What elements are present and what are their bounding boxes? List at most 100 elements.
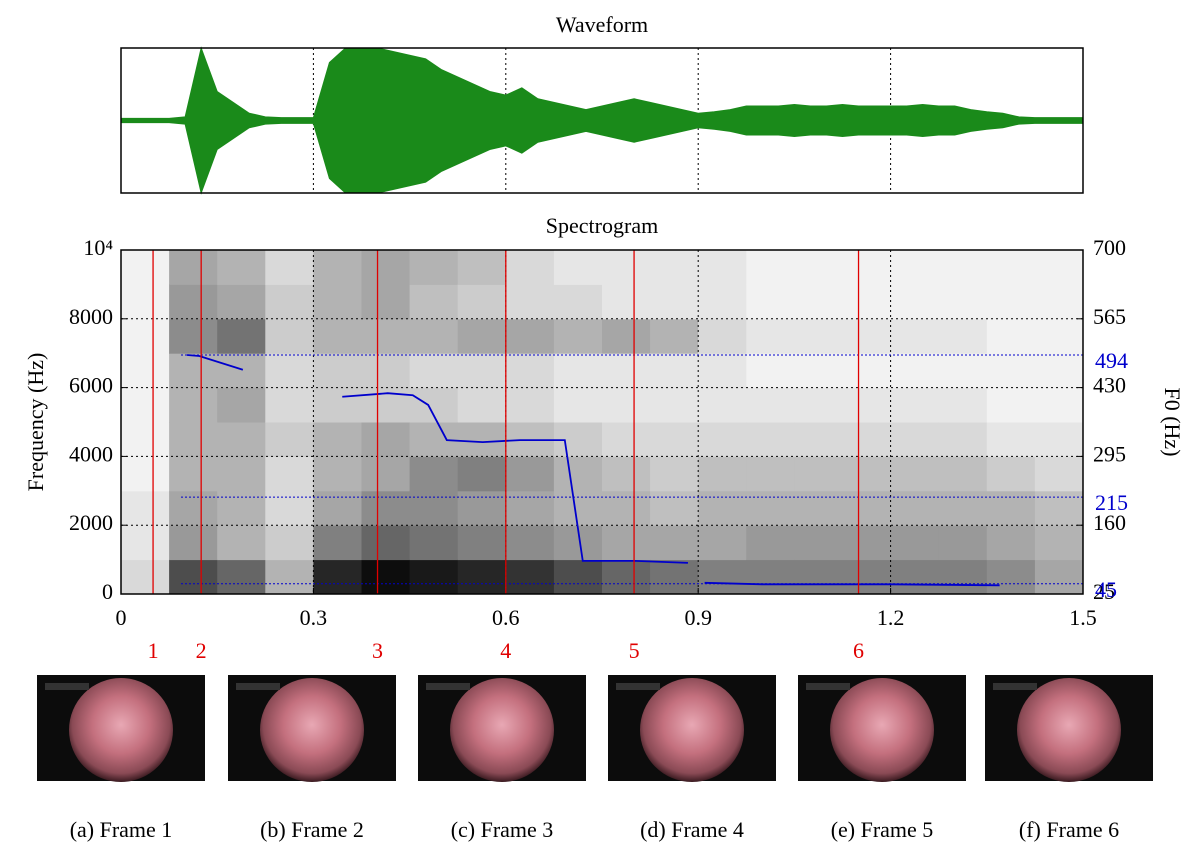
spectrogram-cell <box>986 318 1036 354</box>
spectrogram-cell <box>602 422 651 457</box>
spectrogram-cell <box>602 387 651 423</box>
spectrogram-cell <box>409 559 459 595</box>
spectrogram-cell <box>746 387 795 423</box>
spectrogram-cell <box>169 250 218 285</box>
spectrogram-cell <box>842 353 892 389</box>
spectrogram-cell <box>698 250 747 285</box>
spectrogram-cell <box>313 422 362 457</box>
y2-tick-label: 295 <box>1093 441 1126 466</box>
spectrogram-cell <box>1034 525 1084 561</box>
spectrogram-cell <box>602 490 651 526</box>
spectrogram-cell <box>313 525 362 561</box>
spectrogram-cell <box>313 387 362 423</box>
spectrogram-cell <box>794 559 843 595</box>
spectrogram-cell <box>169 318 218 354</box>
spectrogram-cell <box>361 353 411 389</box>
spectrogram-cell <box>553 353 603 389</box>
spectrogram-cell <box>457 353 507 389</box>
y-tick-label: 4000 <box>69 441 113 466</box>
spectrogram-cell <box>650 250 699 285</box>
y2-axis-label: F0 (Hz) <box>1160 387 1185 456</box>
spectrogram-cell <box>650 490 699 526</box>
frame-overlay <box>45 683 89 690</box>
spectrogram-cell <box>794 353 843 389</box>
spectrogram-cell <box>361 525 411 561</box>
spectrogram-cell <box>169 284 218 320</box>
spectrogram-cell <box>553 250 603 285</box>
spectrogram-cell <box>794 490 843 526</box>
frame-marker-label: 1 <box>148 638 159 663</box>
spectrogram-cell <box>650 353 699 389</box>
spectrogram-cell <box>217 318 266 354</box>
spectrogram-cell <box>746 525 795 561</box>
spectrogram-cell <box>361 284 411 320</box>
frame-overlay <box>426 683 470 690</box>
y2-tick-label: 700 <box>1093 235 1126 260</box>
spectrogram-cell <box>698 284 747 320</box>
spectrogram-cell <box>361 456 411 492</box>
spectrogram-cell <box>313 456 362 492</box>
spectrogram-cell <box>746 456 795 492</box>
spectrogram-cell <box>169 387 218 423</box>
spectrogram-cell <box>265 387 314 423</box>
spectrogram-cell <box>121 422 170 457</box>
frame-scope <box>69 678 173 782</box>
spectrogram-cell <box>986 559 1036 595</box>
frame-marker-label: 6 <box>853 638 864 663</box>
y2-tick-label: 565 <box>1093 304 1126 329</box>
spectrogram-cell <box>505 387 555 423</box>
spectrogram-cell <box>938 490 988 526</box>
spectrogram-cell <box>409 490 459 526</box>
spectrogram-cell <box>650 456 699 492</box>
spectrogram-cell <box>121 250 170 285</box>
spectrogram-cell <box>169 456 218 492</box>
spectrogram-cell <box>698 318 747 354</box>
frame-scope <box>830 678 934 782</box>
spectrogram-cell <box>698 525 747 561</box>
spectrogram-cell <box>457 422 507 457</box>
spectrogram-cell <box>938 284 988 320</box>
y-tick-label: 0 <box>102 579 113 604</box>
spectrogram-cell <box>121 456 170 492</box>
spectrogram-cell <box>794 387 843 423</box>
spectrogram-cell <box>1034 284 1084 320</box>
spectrogram-cell <box>890 353 940 389</box>
frame-caption: (e) Frame 5 <box>831 817 934 842</box>
spectrogram-cell <box>938 353 988 389</box>
spectrogram-cell <box>409 456 459 492</box>
spectrogram-cell <box>746 318 795 354</box>
frame-overlay <box>993 683 1037 690</box>
spectrogram-cell <box>121 353 170 389</box>
spectrogram-cell <box>698 490 747 526</box>
spectrogram-cell <box>650 559 699 595</box>
x-tick-label: 0 <box>116 605 127 630</box>
spectrogram-cell <box>890 387 940 423</box>
spectrogram-cell <box>553 387 603 423</box>
spectrogram-cell <box>842 422 892 457</box>
y-tick-label: 10⁴ <box>83 235 113 260</box>
spectrogram-cell <box>217 353 266 389</box>
x-tick-label: 0.9 <box>684 605 712 630</box>
spectrogram-cell <box>650 318 699 354</box>
spectrogram-cell <box>746 422 795 457</box>
spectrogram-cell <box>553 456 603 492</box>
frame-caption: (f) Frame 6 <box>1019 817 1119 842</box>
spectrogram-cell <box>842 250 892 285</box>
frame-marker-label: 5 <box>629 638 640 663</box>
spectrogram-cell <box>698 559 747 595</box>
spectrogram-cell <box>602 525 651 561</box>
spectrogram-cell <box>169 353 218 389</box>
spectrogram-cell <box>409 525 459 561</box>
spectrogram-cell <box>457 525 507 561</box>
spectrogram-cell <box>650 525 699 561</box>
spectrogram-cell <box>986 456 1036 492</box>
f0-line <box>186 354 1000 587</box>
spectrogram-cell <box>217 559 266 595</box>
spectrogram-cell <box>505 456 555 492</box>
spectrogram-cell <box>169 559 218 595</box>
spectrogram-cell <box>265 456 314 492</box>
spectrogram-cell <box>121 387 170 423</box>
spectrogram-cell <box>890 456 940 492</box>
spectrogram-cell <box>890 250 940 285</box>
